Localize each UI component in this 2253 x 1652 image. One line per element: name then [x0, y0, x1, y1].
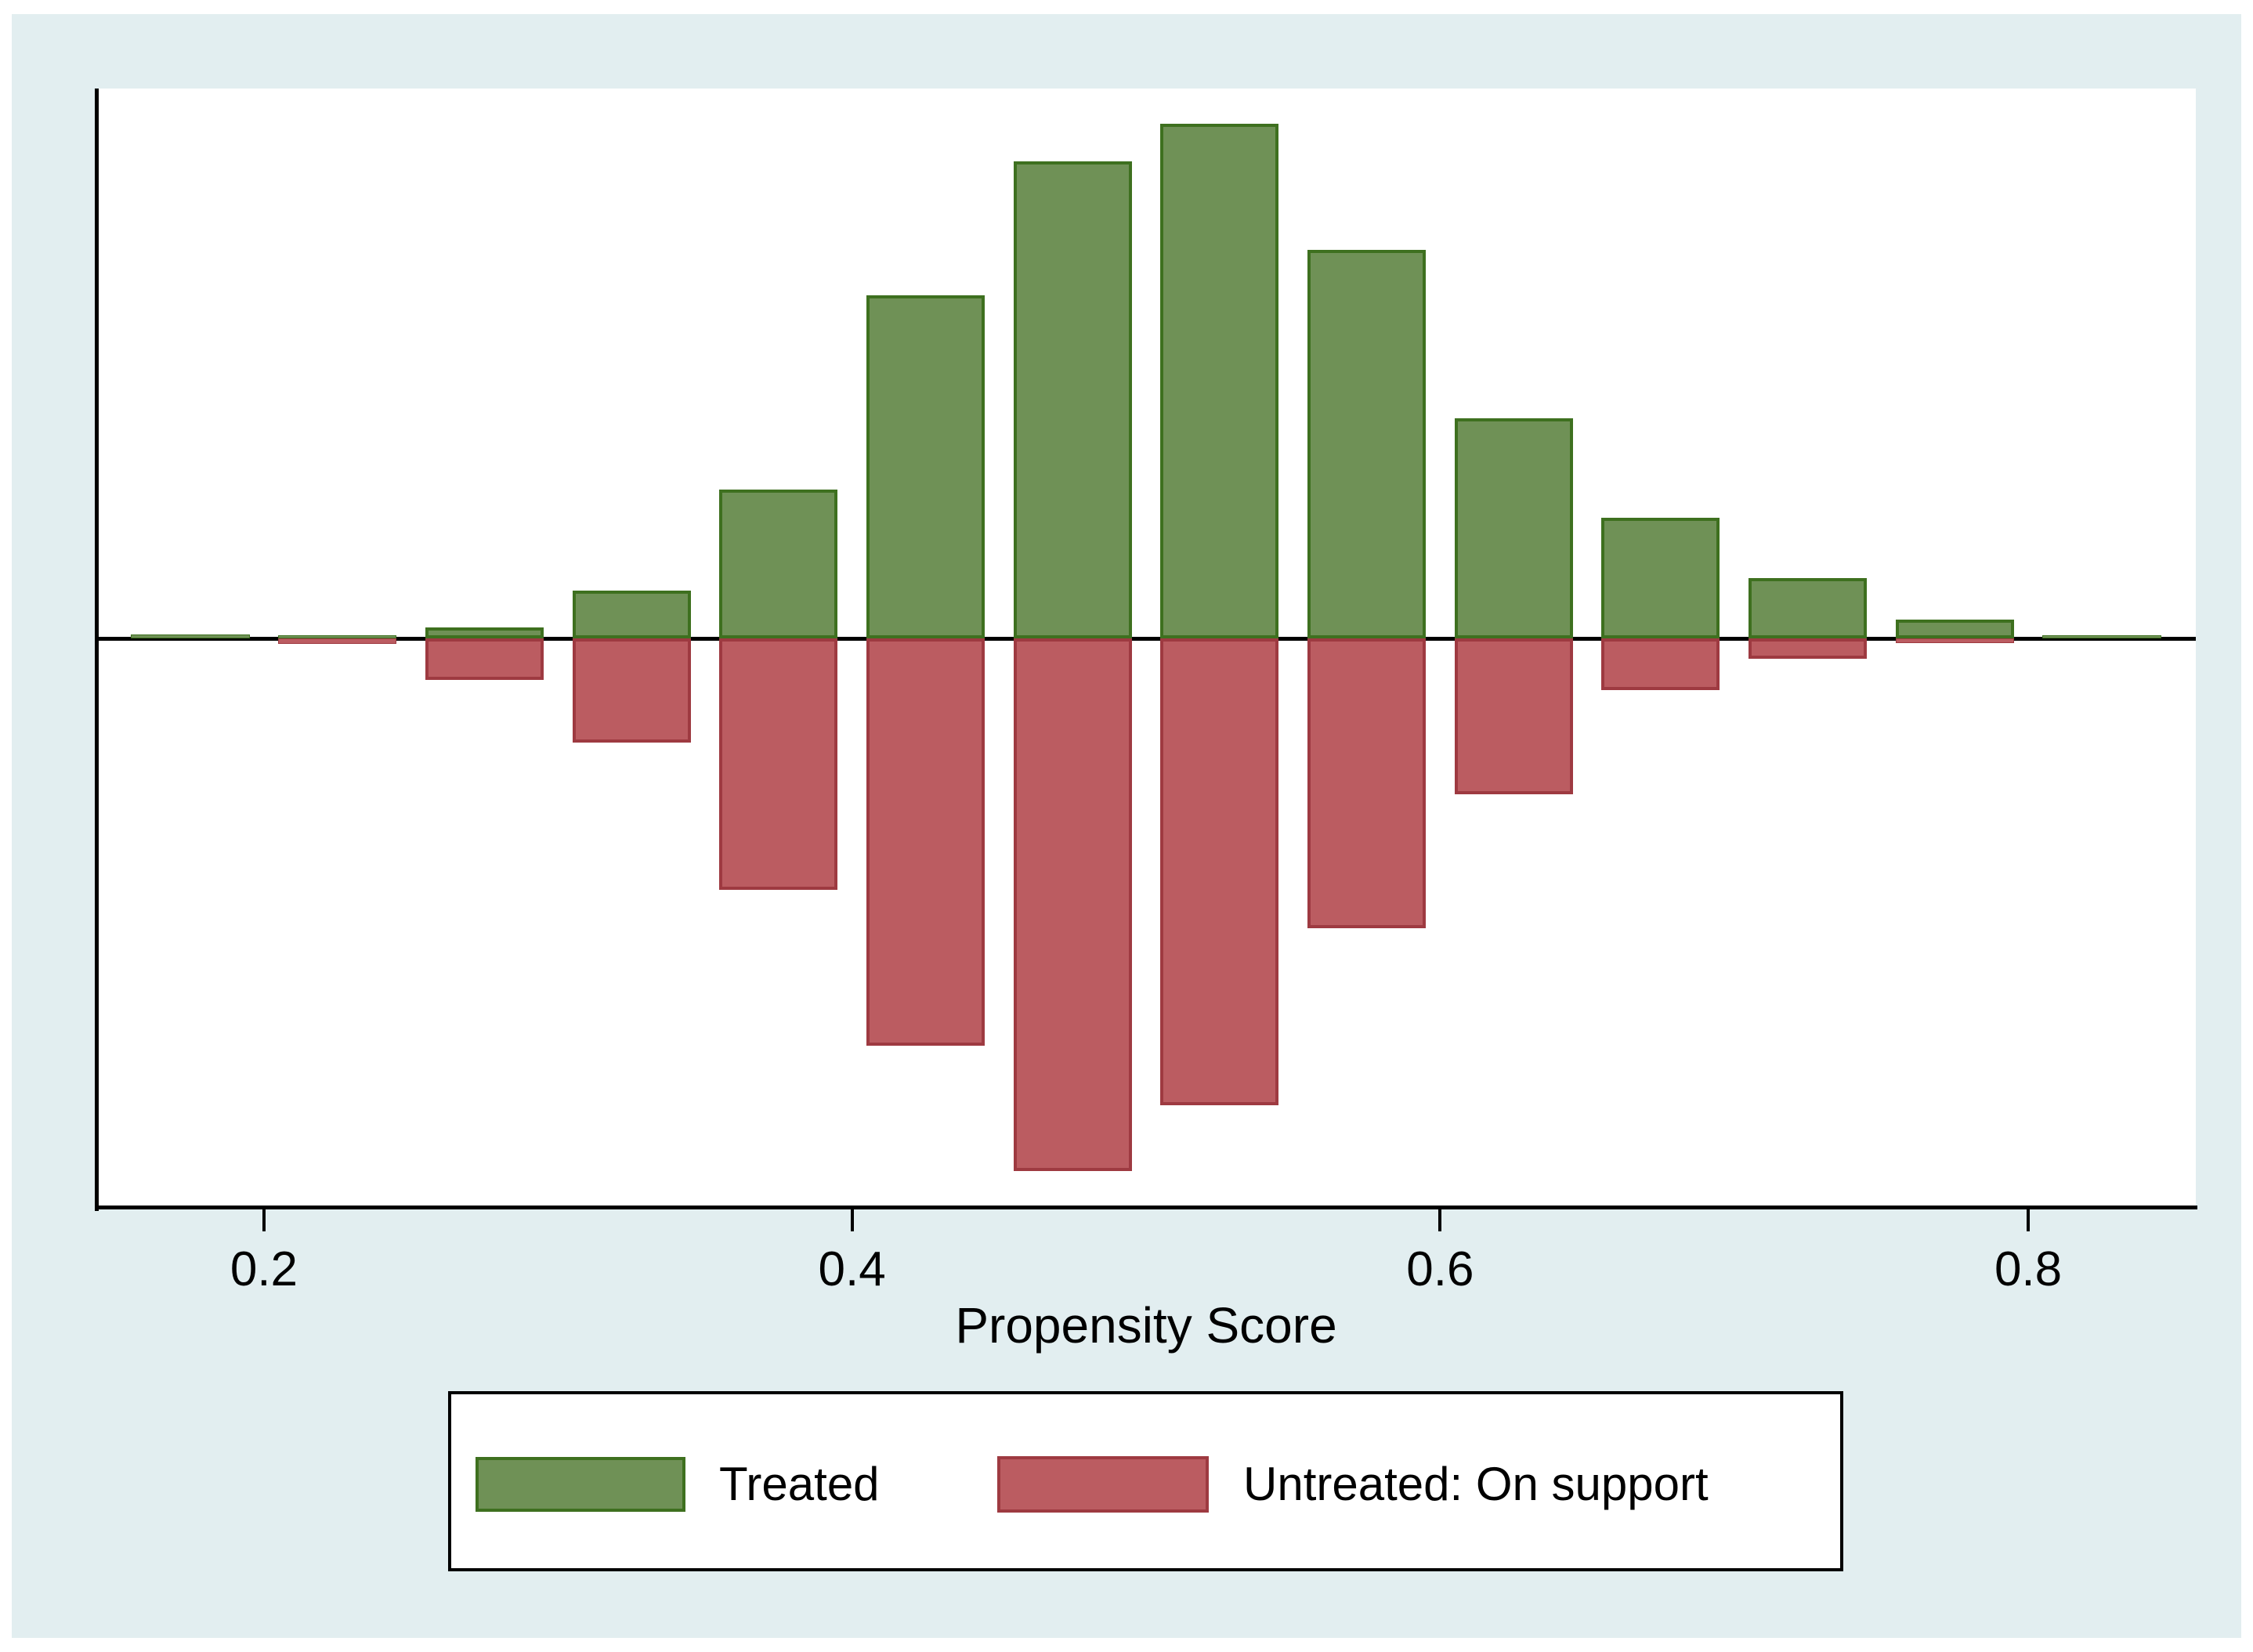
untreated-bar: [1307, 638, 1427, 928]
untreated-bar: [425, 638, 544, 680]
x-tick: [850, 1209, 854, 1231]
treated-bar: [1748, 577, 1868, 638]
treated-bar: [2042, 634, 2161, 638]
treated-bar: [425, 627, 544, 638]
untreated-bar: [1160, 638, 1279, 1105]
untreated-bar: [719, 638, 838, 890]
untreated-bar: [1013, 638, 1132, 1171]
untreated-bar: [572, 638, 691, 743]
untreated-bar: [1748, 638, 1868, 659]
treated-bar: [1601, 518, 1720, 638]
x-tick: [2027, 1209, 2031, 1231]
treated-bar: [719, 490, 838, 638]
x-tick-label: 0.2: [230, 1242, 298, 1296]
treated-bar: [1013, 161, 1132, 638]
untreated-bar: [278, 638, 397, 644]
x-axis-title: Propensity Score: [955, 1297, 1337, 1354]
graph-region: 0.2 0.4 0.6 0.8 Propensity Score Treated Un…: [12, 14, 2241, 1638]
untreated-bar: [1601, 638, 1720, 690]
treated-bar: [1160, 124, 1279, 638]
untreated-bar: [866, 638, 985, 1046]
y-axis-line: [95, 89, 99, 1211]
legend-label-untreated: Untreated: On support: [1243, 1458, 1709, 1510]
x-tick: [1438, 1209, 1442, 1231]
legend: Treated Untreated: On support: [448, 1391, 1843, 1571]
legend-label-treated: Treated: [719, 1458, 880, 1510]
treated-bar: [572, 590, 691, 638]
treated-bar: [1895, 619, 2014, 638]
legend-swatch-untreated: [997, 1456, 1209, 1513]
zero-line: [96, 636, 2196, 641]
treated-bar: [131, 634, 250, 638]
x-tick: [262, 1209, 266, 1231]
untreated-bar: [1895, 638, 2014, 643]
treated-bar: [1454, 418, 1573, 638]
plot-area: [96, 89, 2196, 1207]
x-tick-label: 0.4: [818, 1242, 886, 1296]
untreated-bar: [1454, 638, 1573, 794]
treated-bar: [1307, 250, 1427, 638]
legend-swatch-treated: [476, 1457, 685, 1512]
treated-bar: [866, 295, 985, 638]
x-axis-line: [95, 1206, 2197, 1209]
x-tick-label: 0.6: [1406, 1242, 1474, 1296]
treated-bar: [278, 634, 397, 638]
x-tick-label: 0.8: [1994, 1242, 2063, 1296]
